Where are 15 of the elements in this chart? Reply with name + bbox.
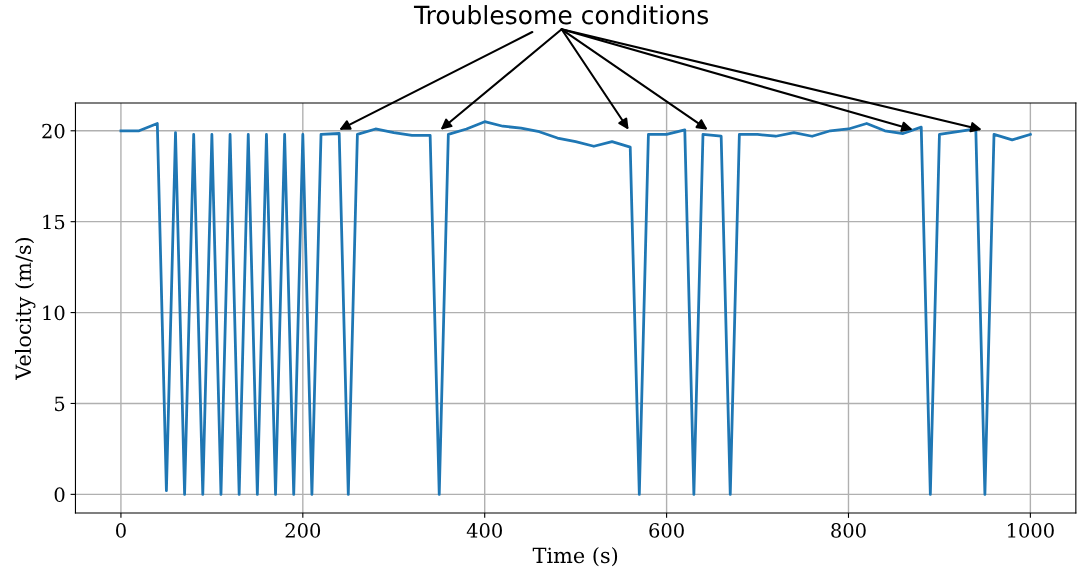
- y-tick-label: 5: [55, 396, 65, 412]
- y-tick-label: 20: [42, 123, 65, 139]
- y-tick-label: 15: [43, 214, 65, 230]
- x-tick-label: 800: [831, 523, 866, 538]
- x-tick-label: 600: [649, 523, 684, 538]
- x-tick-label: 0: [116, 523, 126, 538]
- x-tick-label: 1000: [1008, 523, 1054, 538]
- y-tick-label: 10: [43, 305, 65, 321]
- x-tick-label: 400: [466, 523, 502, 538]
- y-axis-title: Velocity (m/s): [14, 237, 36, 380]
- y-tick-label: 0: [54, 487, 65, 503]
- line-series: [119, 120, 1032, 496]
- annotation: Troublesome conditions: [413, 5, 709, 25]
- x-tick-label: 200: [285, 523, 321, 538]
- x-axis-title: Time (s): [532, 547, 618, 567]
